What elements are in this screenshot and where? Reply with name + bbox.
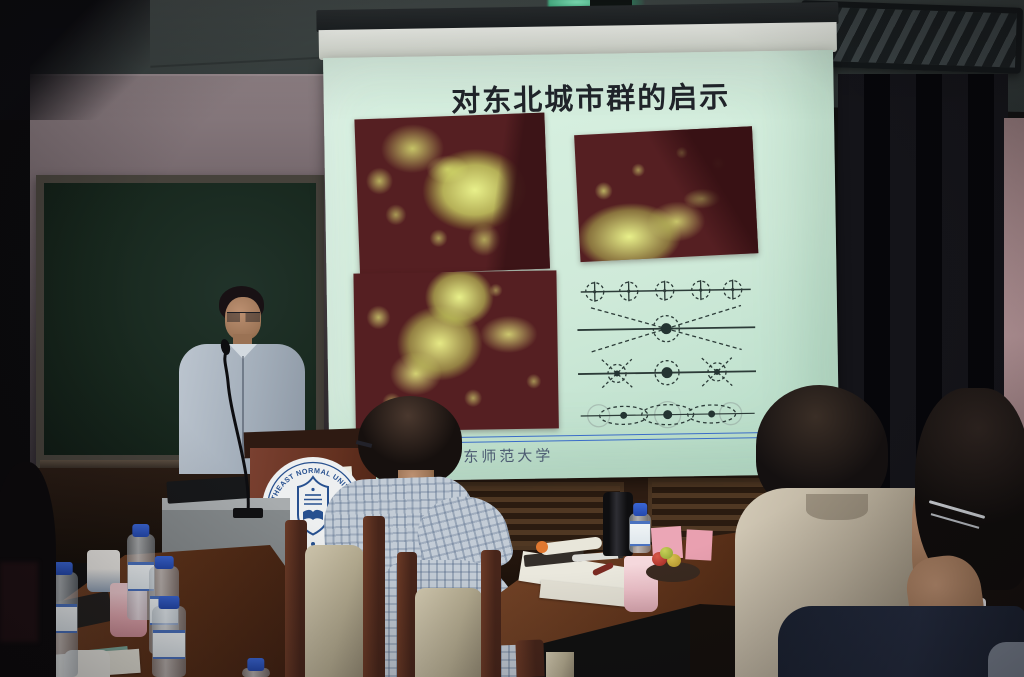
- chair-post: [481, 550, 501, 677]
- chair-cushion: [415, 588, 483, 677]
- fruit-plate: [646, 562, 700, 582]
- attendee-beige-collar: [806, 494, 868, 520]
- room-corner-shadow: [0, 0, 150, 120]
- attendee-navy-jacket: [778, 606, 1024, 677]
- attendee-navy-sleeve: [988, 642, 1024, 677]
- gooseneck-microphone: [220, 339, 263, 518]
- presenter-shirt-placket: [242, 356, 244, 456]
- pink-name-card: [685, 529, 713, 561]
- chair-post: [285, 520, 307, 677]
- nightlights-map-top-left: [354, 112, 550, 276]
- chair-post: [397, 552, 417, 677]
- water-bottle: [152, 596, 186, 677]
- chair-cushion: [305, 545, 365, 677]
- chair-cushion: [546, 652, 574, 677]
- corridor-stages-diagram: [577, 279, 757, 429]
- fruit: [660, 547, 673, 559]
- slide-title: 对东北城市群的启示: [450, 81, 731, 119]
- nightlights-map-top-right: [574, 126, 759, 263]
- presenter-glasses: [227, 312, 260, 322]
- slide-area: 对东北城市群的启示: [323, 50, 840, 482]
- water-bottle: [242, 658, 270, 677]
- chair-post: [363, 516, 385, 677]
- chair-post: [515, 639, 545, 677]
- rolled-paper-tip: [536, 541, 548, 553]
- thermos: [603, 492, 633, 556]
- water-bottle: [629, 503, 651, 553]
- attendee-left-jacket: [0, 562, 38, 642]
- presenter-face: [225, 297, 261, 340]
- projection-screen: 对东北城市群的启示: [316, 1, 845, 488]
